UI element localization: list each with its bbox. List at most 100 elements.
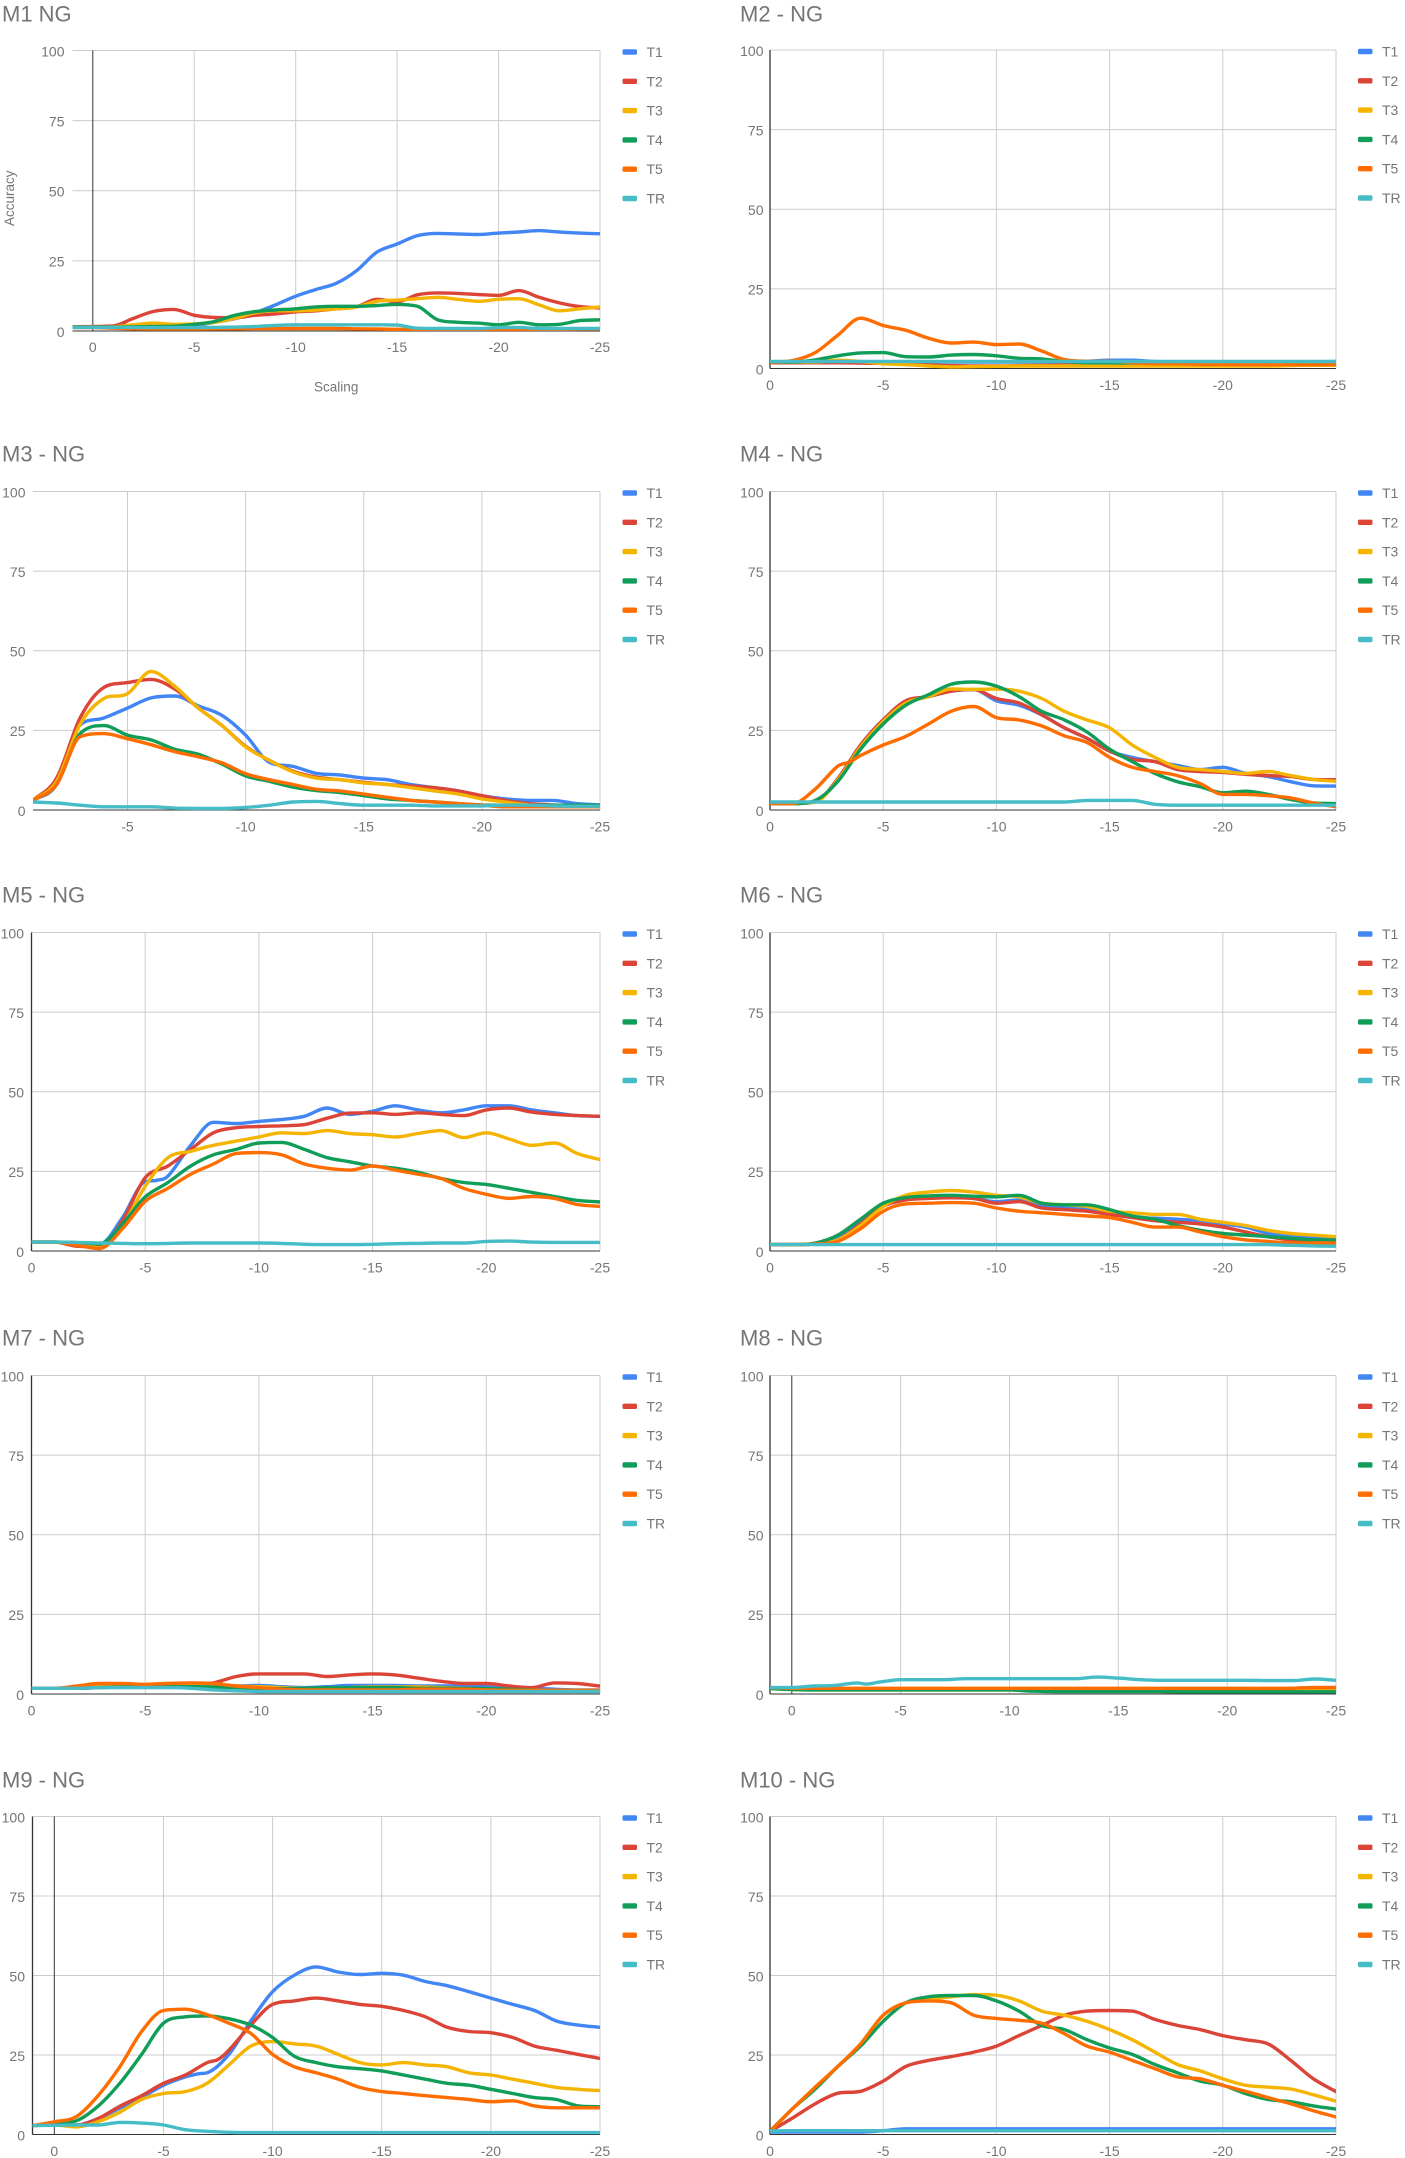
svg-text:-5: -5 — [139, 1703, 152, 1719]
svg-text:Accuracy: Accuracy — [2, 170, 17, 226]
svg-text:-25: -25 — [590, 339, 610, 355]
svg-text:TR: TR — [647, 1073, 666, 1089]
svg-text:-5: -5 — [121, 819, 134, 835]
svg-text:75: 75 — [49, 113, 65, 129]
svg-text:100: 100 — [41, 43, 65, 59]
svg-text:TR: TR — [1382, 190, 1401, 206]
svg-text:M6 - NG: M6 - NG — [740, 882, 823, 907]
svg-text:25: 25 — [9, 2048, 25, 2064]
svg-text:TR: TR — [647, 191, 666, 207]
svg-text:-5: -5 — [877, 377, 890, 393]
svg-text:50: 50 — [8, 1528, 24, 1544]
svg-text:75: 75 — [748, 1005, 764, 1021]
svg-text:-25: -25 — [590, 1260, 610, 1276]
svg-text:TR: TR — [1382, 1073, 1401, 1089]
svg-text:-5: -5 — [188, 339, 201, 355]
svg-text:-25: -25 — [1326, 1260, 1346, 1276]
svg-text:0: 0 — [16, 1244, 24, 1260]
svg-text:100: 100 — [1, 1368, 25, 1384]
svg-text:50: 50 — [748, 1528, 764, 1544]
svg-text:-5: -5 — [894, 1703, 907, 1719]
svg-text:0: 0 — [50, 2143, 58, 2158]
svg-text:25: 25 — [748, 282, 764, 298]
svg-text:T1: T1 — [1382, 926, 1399, 942]
svg-text:25: 25 — [748, 1164, 764, 1180]
svg-text:T2: T2 — [1382, 1839, 1399, 1855]
svg-text:T3: T3 — [1382, 1428, 1399, 1444]
svg-text:-10: -10 — [249, 1703, 269, 1719]
svg-text:0: 0 — [756, 1687, 764, 1703]
svg-text:-25: -25 — [590, 2143, 610, 2158]
svg-text:25: 25 — [8, 1164, 24, 1180]
svg-text:25: 25 — [49, 254, 65, 270]
svg-text:75: 75 — [748, 1448, 764, 1464]
svg-text:100: 100 — [2, 484, 26, 500]
svg-text:T4: T4 — [647, 1457, 664, 1473]
svg-text:M5 - NG: M5 - NG — [2, 882, 85, 907]
svg-text:0: 0 — [28, 1703, 36, 1719]
svg-text:-25: -25 — [590, 1703, 610, 1719]
svg-text:-25: -25 — [1326, 1703, 1346, 1719]
svg-text:75: 75 — [9, 1889, 25, 1905]
svg-text:-25: -25 — [1326, 377, 1346, 393]
svg-text:0: 0 — [28, 1260, 36, 1276]
svg-text:T2: T2 — [1382, 1398, 1399, 1414]
svg-text:0: 0 — [766, 2143, 774, 2158]
svg-text:TR: TR — [1382, 632, 1401, 648]
svg-text:0: 0 — [16, 1687, 24, 1703]
svg-text:T4: T4 — [647, 1014, 664, 1030]
svg-text:0: 0 — [756, 361, 764, 377]
svg-text:T4: T4 — [647, 573, 664, 589]
svg-text:-20: -20 — [476, 1703, 496, 1719]
svg-text:-20: -20 — [1213, 377, 1233, 393]
svg-text:T5: T5 — [647, 1927, 664, 1943]
svg-text:-15: -15 — [354, 819, 374, 835]
svg-text:75: 75 — [8, 1005, 24, 1021]
svg-text:-15: -15 — [362, 1703, 382, 1719]
svg-text:-10: -10 — [986, 2143, 1006, 2158]
svg-text:-5: -5 — [877, 1260, 890, 1276]
svg-text:50: 50 — [49, 184, 65, 200]
svg-text:M1 NG: M1 NG — [2, 2, 72, 27]
svg-text:-10: -10 — [999, 1703, 1019, 1719]
svg-text:Scaling: Scaling — [314, 380, 358, 395]
svg-text:-5: -5 — [157, 2143, 170, 2158]
svg-text:T2: T2 — [647, 1839, 664, 1855]
svg-text:T4: T4 — [1382, 1014, 1399, 1030]
svg-text:T3: T3 — [1382, 544, 1399, 560]
svg-text:0: 0 — [17, 2127, 25, 2143]
svg-text:-15: -15 — [1099, 377, 1119, 393]
svg-text:50: 50 — [748, 1085, 764, 1101]
svg-text:M10 - NG: M10 - NG — [740, 1767, 835, 1792]
svg-text:T5: T5 — [1382, 1043, 1399, 1059]
svg-text:T5: T5 — [647, 161, 664, 177]
svg-text:T2: T2 — [647, 1398, 664, 1414]
svg-text:100: 100 — [2, 1809, 26, 1825]
svg-text:-10: -10 — [262, 2143, 282, 2158]
svg-text:25: 25 — [10, 723, 26, 739]
svg-text:-15: -15 — [372, 2143, 392, 2158]
svg-text:M7 - NG: M7 - NG — [2, 1325, 85, 1350]
svg-text:M8 - NG: M8 - NG — [740, 1325, 823, 1350]
svg-text:100: 100 — [740, 1809, 764, 1825]
svg-text:M4 - NG: M4 - NG — [740, 442, 823, 467]
svg-text:-25: -25 — [1326, 819, 1346, 835]
svg-text:-15: -15 — [362, 1260, 382, 1276]
svg-text:-15: -15 — [1108, 1703, 1128, 1719]
svg-text:25: 25 — [8, 1607, 24, 1623]
svg-text:-20: -20 — [481, 2143, 501, 2158]
svg-text:25: 25 — [748, 2048, 764, 2064]
svg-text:-15: -15 — [1099, 819, 1119, 835]
svg-text:TR: TR — [1382, 1516, 1401, 1532]
svg-text:100: 100 — [1, 925, 25, 941]
svg-text:100: 100 — [740, 925, 764, 941]
svg-text:50: 50 — [8, 1085, 24, 1101]
svg-text:50: 50 — [748, 202, 764, 218]
svg-text:T4: T4 — [1382, 1898, 1399, 1914]
svg-text:-20: -20 — [1213, 1260, 1233, 1276]
svg-text:T1: T1 — [647, 926, 664, 942]
svg-text:T5: T5 — [647, 1043, 664, 1059]
svg-text:-25: -25 — [1326, 2143, 1346, 2158]
svg-text:T4: T4 — [1382, 573, 1399, 589]
svg-text:T3: T3 — [1382, 102, 1399, 118]
